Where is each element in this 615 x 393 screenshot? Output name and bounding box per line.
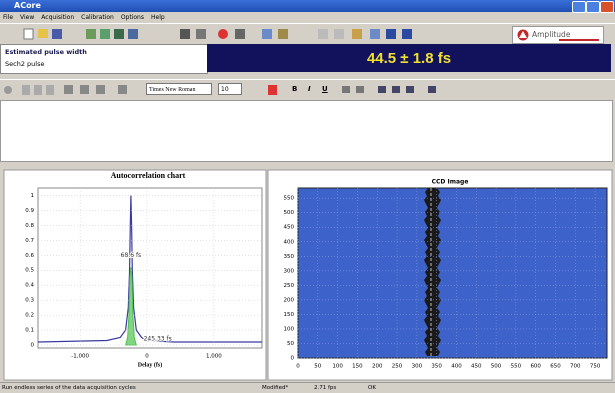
underline-button[interactable]: U xyxy=(322,85,328,93)
y-tick-label: 0.8 xyxy=(25,223,34,229)
x-tick-label: 100 xyxy=(332,364,343,370)
menu-item[interactable]: Acquisition xyxy=(41,14,74,21)
y-tick-label: 400 xyxy=(284,239,295,245)
y-tick-label: 300 xyxy=(284,268,295,274)
align-icons xyxy=(338,80,448,100)
x-tick-label: 500 xyxy=(491,364,502,370)
y-tick-label: 250 xyxy=(284,283,295,289)
x-tick-label: 600 xyxy=(530,364,541,370)
font-select[interactable]: Times New Roman xyxy=(146,83,212,95)
x-tick-label: 400 xyxy=(451,364,462,370)
status-message: Run endless series of the data acquisiti… xyxy=(2,385,136,391)
x-tick-label: 250 xyxy=(392,364,403,370)
status-modified: Modified* xyxy=(262,385,288,391)
y-tick-label: 0.4 xyxy=(25,283,34,289)
y-tick-label: 0 xyxy=(31,343,35,349)
format-icons xyxy=(0,80,146,100)
menu-bar: File View Acquisition Calibration Options Hel… xyxy=(0,12,615,23)
x-tick-label: 650 xyxy=(550,364,561,370)
y-tick-label: 350 xyxy=(284,254,295,260)
annotation: 68.6 fs xyxy=(121,252,142,259)
x-tick-label: 700 xyxy=(570,364,581,370)
x-tick-label: 0 xyxy=(296,364,300,370)
y-tick-label: 500 xyxy=(284,210,295,216)
x-tick-label: 300 xyxy=(412,364,423,370)
info-value-box: 44.5 ± 1.8 fs xyxy=(207,44,611,72)
menu-item[interactable]: Calibration xyxy=(81,14,114,21)
logo-text: Amplitude xyxy=(532,30,570,39)
y-tick-label: 0 xyxy=(291,356,295,362)
annotation: 245.33 fs xyxy=(144,336,172,343)
x-tick-label: 50 xyxy=(314,364,321,370)
x-tick-label: 1,000 xyxy=(206,354,222,360)
text-area[interactable] xyxy=(0,100,613,162)
y-tick-label: 0.7 xyxy=(25,238,34,244)
x-tick-label: -1,000 xyxy=(71,354,89,360)
chart-title: CCD Image xyxy=(432,179,469,186)
window-title: ACore xyxy=(14,1,41,10)
y-tick-label: 0.3 xyxy=(25,298,34,304)
y-tick-label: 0.2 xyxy=(25,313,34,319)
status-ok: OK xyxy=(368,385,376,391)
x-tick-label: 350 xyxy=(431,364,442,370)
toolbar: Amplitude xyxy=(0,23,615,44)
y-tick-label: 1 xyxy=(31,193,35,199)
app-window: ACore File View Acquisition Calibration Opti… xyxy=(0,0,615,392)
x-axis-label: Delay (fs) xyxy=(138,361,163,368)
chart-title: Autocorrelation chart xyxy=(111,171,186,180)
logo-stripe xyxy=(559,39,599,41)
y-tick-label: 0.1 xyxy=(25,328,34,334)
x-tick-label: 150 xyxy=(352,364,363,370)
bold-button[interactable]: B xyxy=(292,85,297,93)
logo-box: Amplitude xyxy=(512,26,604,44)
italic-button[interactable]: I xyxy=(308,85,311,93)
y-tick-label: 200 xyxy=(284,297,295,303)
y-tick-label: 50 xyxy=(287,341,294,347)
size-select[interactable]: 10 xyxy=(218,83,242,95)
logo-icon xyxy=(516,29,530,41)
x-tick-label: 750 xyxy=(590,364,601,370)
y-tick-label: 100 xyxy=(284,326,295,332)
color-icon xyxy=(262,80,292,100)
x-tick-label: 550 xyxy=(511,364,522,370)
y-tick-label: 0.6 xyxy=(25,253,34,259)
x-tick-label: 200 xyxy=(372,364,383,370)
ccd-image xyxy=(298,188,607,358)
title-bar: ACore xyxy=(0,0,615,12)
font-name: Times New Roman xyxy=(149,87,195,93)
info-shape: Sech2 pulse xyxy=(5,60,44,68)
menu-item[interactable]: Help xyxy=(151,14,165,21)
format-toolbar: Times New Roman 10 B I U xyxy=(0,79,615,100)
font-size: 10 xyxy=(221,86,229,93)
y-tick-label: 550 xyxy=(284,196,295,202)
x-tick-label: 0 xyxy=(145,354,149,360)
y-tick-label: 150 xyxy=(284,312,295,318)
info-label-box: Estimated pulse width Sech2 pulse xyxy=(0,44,208,74)
info-label: Estimated pulse width xyxy=(5,48,87,56)
menu-item[interactable]: File xyxy=(3,14,13,21)
ccd-stripe xyxy=(424,188,441,356)
menu-item[interactable]: View xyxy=(20,14,34,21)
y-tick-label: 0.5 xyxy=(25,268,34,274)
menu-item[interactable]: Options xyxy=(121,14,144,21)
toolbar-icons xyxy=(0,24,500,44)
y-tick-label: 0.9 xyxy=(25,208,34,214)
y-tick-label: 450 xyxy=(284,225,295,231)
x-tick-label: 450 xyxy=(471,364,482,370)
charts-area: 68.6 fs 245.33 fs 0 0.1 0.2 0.3 0.4 0.5 0.6 0.7 0.… xyxy=(0,168,615,382)
info-value: 44.5 ± 1.8 fs xyxy=(367,50,451,67)
status-bar: Run endless series of the data acquisiti… xyxy=(0,382,615,393)
status-fps: 2.71 fps xyxy=(314,385,336,391)
